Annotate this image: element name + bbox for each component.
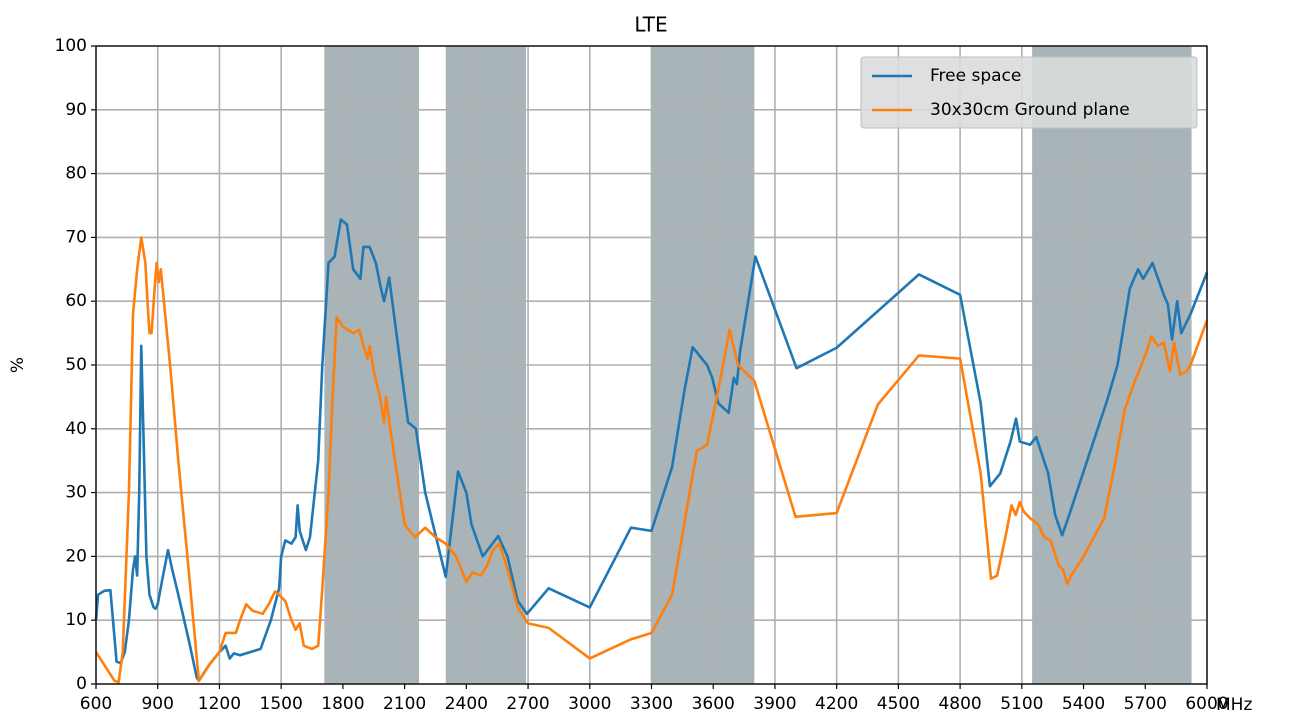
x-tick-label: 2400 [445, 694, 488, 714]
y-tick-label: 0 [76, 674, 87, 694]
x-tick-label: 3600 [692, 694, 735, 714]
y-tick-label: 20 [65, 546, 87, 566]
line-series [94, 218, 1209, 683]
x-tick-label: 4500 [877, 694, 920, 714]
x-tick-label: 3000 [568, 694, 611, 714]
legend-label: Free space [930, 66, 1021, 86]
x-tick-label: 1200 [198, 694, 241, 714]
plot-frame [95, 45, 1208, 685]
x-tick-label: 3300 [630, 694, 673, 714]
y-tick-label: 70 [65, 227, 87, 247]
y-tick-label: 10 [65, 610, 87, 630]
x-tick-label: 4800 [938, 694, 981, 714]
y-tick-label: 60 [65, 291, 87, 311]
x-tick-label: 5700 [1124, 694, 1167, 714]
x-tick-label: 900 [141, 694, 173, 714]
x-tick-label: 6000 [1185, 694, 1228, 714]
x-tick-label: 3900 [753, 694, 796, 714]
x-tick-label: 4200 [815, 694, 858, 714]
y-tick-label: 90 [65, 100, 87, 120]
x-tick-label: 2100 [383, 694, 426, 714]
y-tick-label: 40 [65, 419, 87, 439]
y-tick-label: 50 [65, 355, 87, 375]
line-series [94, 236, 1209, 684]
x-tick-label: 2700 [506, 694, 549, 714]
y-tick-label: 30 [65, 483, 87, 503]
x-tick-label: 1800 [321, 694, 364, 714]
x-tick-label: 5400 [1062, 694, 1105, 714]
y-tick-label: 100 [55, 36, 87, 56]
y-tick-label: 80 [65, 164, 87, 184]
chart-title: LTE [634, 13, 667, 37]
x-axis-label: MHz [1216, 695, 1252, 715]
x-tick-label: 1500 [260, 694, 303, 714]
x-tick-label: 5100 [1000, 694, 1043, 714]
y-axis-label: % [8, 357, 28, 373]
x-tick-label: 600 [80, 694, 112, 714]
legend-box [860, 56, 1198, 129]
legend-label: 30x30cm Ground plane [930, 100, 1130, 120]
